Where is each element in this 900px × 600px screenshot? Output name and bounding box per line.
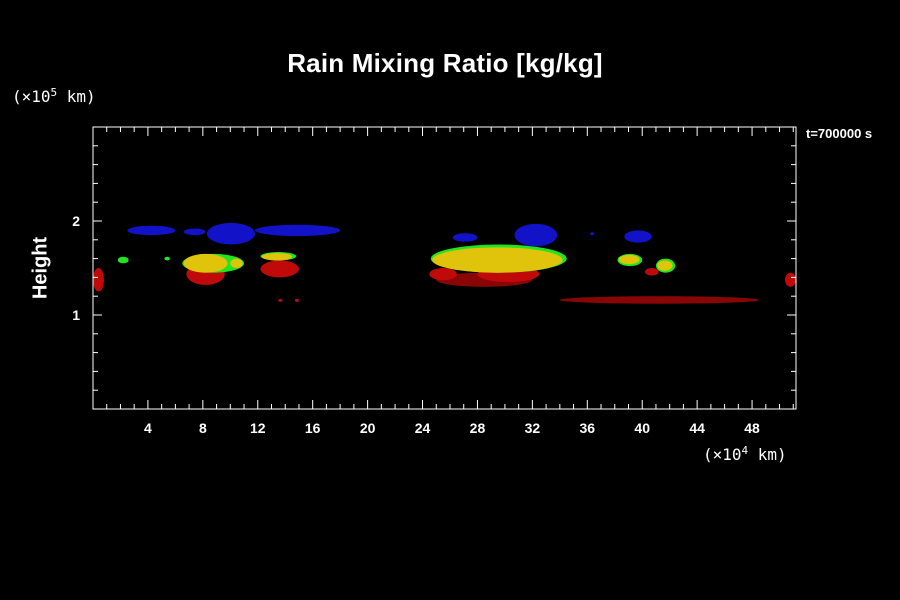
rain-patch-yellow-1	[230, 258, 243, 268]
rain-patch-red-3	[260, 260, 299, 278]
axis-ticks	[93, 127, 796, 409]
x-unit-label: (×104 km)	[703, 444, 787, 464]
x-tick-label: 36	[580, 420, 596, 436]
y-tick-label: 2	[72, 213, 80, 229]
x-tick-label: 32	[525, 420, 541, 436]
rain-patch-red-6	[644, 268, 659, 276]
y-unit-prefix: (×10	[12, 87, 51, 106]
x-unit-suffix: km)	[748, 445, 787, 464]
rain-patch-red-8	[294, 298, 299, 302]
rain-patch-yellow-3	[432, 247, 563, 273]
x-tick-label: 44	[689, 420, 705, 436]
rain-patch-blue-4	[452, 233, 478, 242]
rain-patch-blue-3	[255, 224, 341, 237]
x-tick-label: 8	[199, 420, 207, 436]
x-tick-label: 16	[305, 420, 321, 436]
x-tick-label: 20	[360, 420, 376, 436]
x-tick-label: 4	[144, 420, 152, 436]
rain-patch-blue-0	[127, 225, 176, 236]
y-unit-exponent: 5	[50, 86, 58, 99]
rain-patch-red-0	[93, 268, 104, 292]
rain-patch-blue-2	[206, 222, 256, 245]
x-tick-label: 24	[415, 420, 431, 436]
x-unit-prefix: (×10	[703, 445, 742, 464]
rain-patch-blue-5	[514, 223, 558, 247]
rain-patch-yellow-2	[261, 252, 293, 261]
chart-title: Rain Mixing Ratio [kg/kg]	[287, 48, 603, 78]
x-tick-label: 28	[470, 420, 486, 436]
plot-frame	[92, 126, 797, 410]
y-unit-suffix: km)	[57, 87, 96, 106]
x-unit-exponent: 4	[741, 444, 749, 457]
rain-patch-green-0	[117, 256, 129, 264]
rain-patch-red-4	[429, 268, 457, 281]
rain-patch-yellow-4	[618, 254, 640, 265]
rain-patch-blue-7	[624, 230, 652, 243]
rain-patch-blue-1	[183, 228, 206, 236]
rain-patch-yellow-5	[657, 260, 673, 271]
x-tick-label: 40	[634, 420, 650, 436]
rain-patch-darkred-0	[559, 296, 759, 304]
time-label: t=700000 s	[806, 126, 873, 141]
rain-patch-red-1	[785, 272, 796, 287]
x-tick-label: 12	[250, 420, 266, 436]
rain-field	[93, 222, 796, 304]
x-tick-label: 48	[744, 420, 760, 436]
y-unit-label: (×105 km)	[12, 86, 96, 106]
rain-patch-yellow-0	[183, 253, 228, 273]
rain-patch-green-1	[164, 256, 170, 261]
y-tick-label: 1	[72, 307, 80, 323]
rain-patch-blue-6	[590, 232, 595, 236]
rain-patch-red-7	[278, 298, 283, 302]
